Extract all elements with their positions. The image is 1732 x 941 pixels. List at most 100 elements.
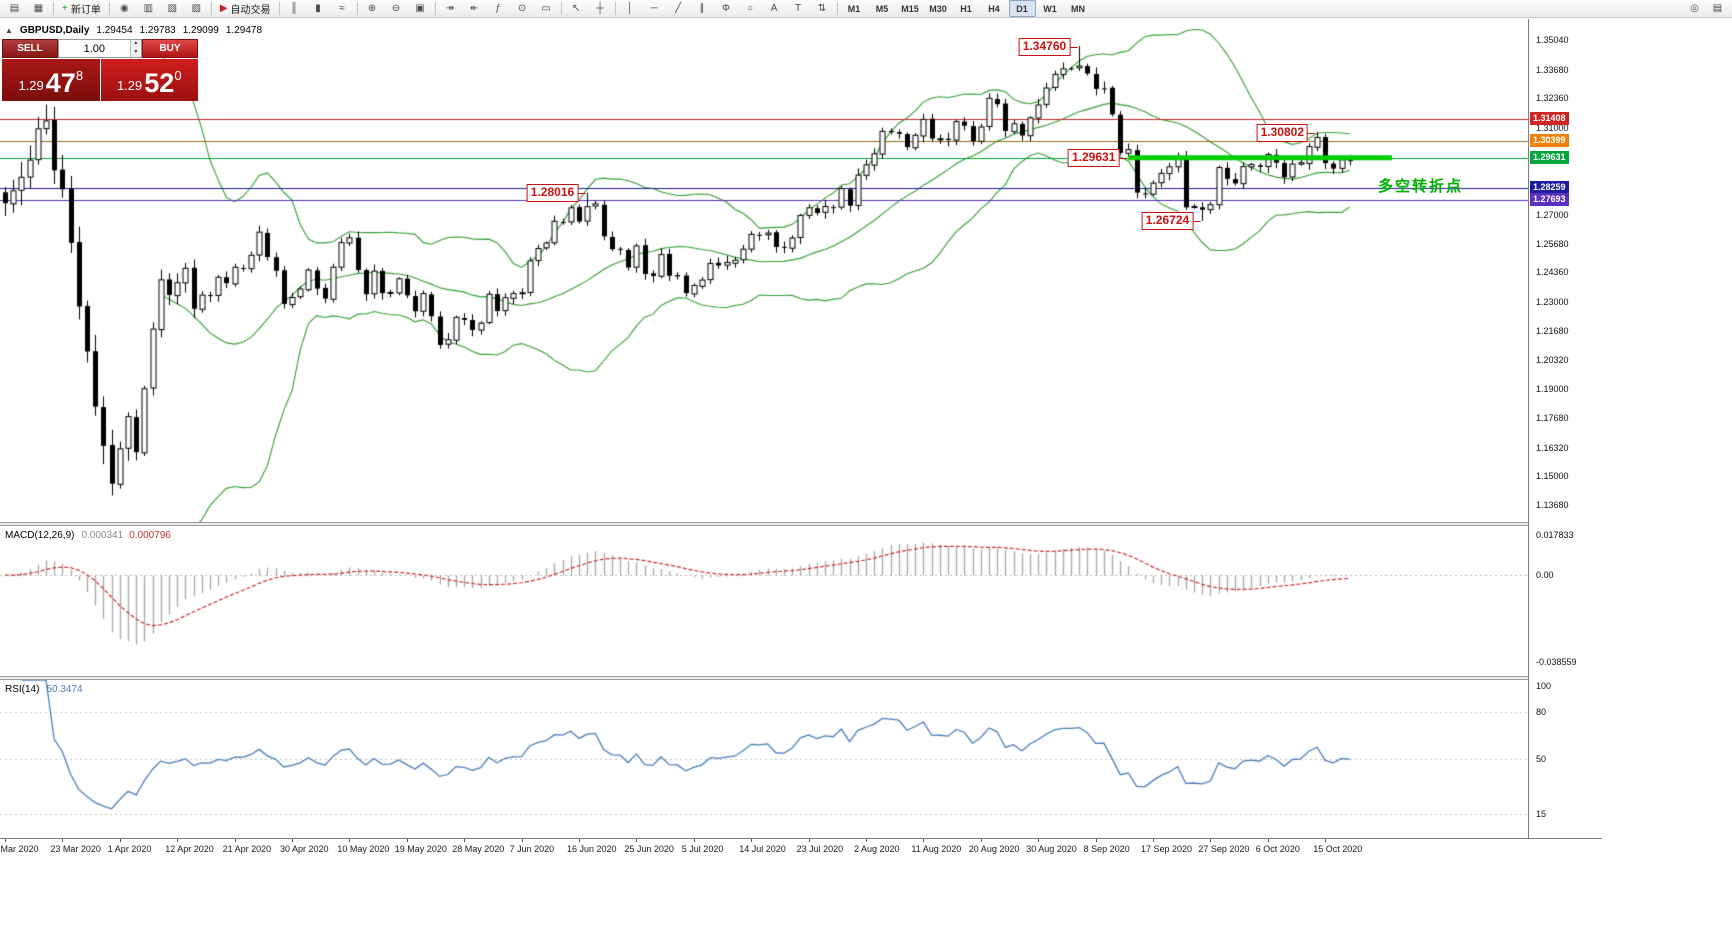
date-tick: [1153, 839, 1154, 842]
sell-button[interactable]: SELL: [2, 39, 58, 58]
trendline-icon[interactable]: ╱: [667, 0, 690, 17]
panel-divider-macd[interactable]: [0, 522, 1602, 526]
price-callout-annotation[interactable]: 1.30802: [1256, 123, 1316, 142]
date-axis-label: 19 May 2020: [394, 844, 447, 854]
date-tick: [522, 839, 523, 842]
new-chart-icon[interactable]: ▤: [3, 0, 26, 17]
periods-icon[interactable]: ⊙: [511, 0, 534, 17]
date-axis-label: 11 Aug 2020: [911, 844, 962, 854]
arrows-icon[interactable]: ⇅: [811, 0, 834, 17]
buy-button[interactable]: BUY: [142, 39, 198, 58]
candlestick-chart-icon[interactable]: ▮: [307, 0, 330, 17]
date-axis-label: 30 Apr 2020: [280, 844, 329, 854]
volume-input[interactable]: [59, 40, 130, 57]
timeframe-m15-button[interactable]: M15: [901, 3, 919, 14]
search-icon-glyph: ◎: [1690, 2, 1699, 14]
price-axis[interactable]: 1.350401.336801.323601.310001.296401.282…: [1528, 19, 1603, 838]
rsi-axis-label: 15: [1536, 809, 1547, 820]
macd-axis-label: 0.017833: [1536, 530, 1574, 541]
bar-close-value: 1.29478: [225, 25, 263, 36]
vertical-line-icon[interactable]: │: [619, 0, 642, 17]
tile-windows-icon[interactable]: ▣: [409, 0, 432, 17]
rsi-panel-canvas[interactable]: [0, 680, 1528, 838]
channel-icon-glyph: ∥: [699, 2, 705, 14]
date-tick: [1325, 839, 1326, 842]
timeframe-m30-button[interactable]: M30: [929, 3, 947, 14]
macd-panel-canvas[interactable]: [0, 526, 1528, 676]
zoom-out-icon[interactable]: ⊖: [385, 0, 408, 17]
sell-price-box[interactable]: 1.29 47 8: [2, 59, 100, 101]
rsi-indicator-label: RSI(14) 50.3474: [5, 684, 83, 695]
date-axis-label: 23 Mar 2020: [50, 844, 101, 854]
date-tick: [407, 839, 408, 842]
date-axis-label: 14 Jul 2020: [739, 844, 786, 854]
timeframe-h4-button[interactable]: H4: [988, 3, 1000, 14]
zoom-in-icon-glyph: ⊕: [367, 2, 377, 14]
date-tick: [1096, 839, 1097, 842]
date-axis-label: 16 Jun 2020: [567, 844, 617, 854]
price-callout-annotation[interactable]: 1.29631: [1068, 149, 1127, 168]
data-window-icon[interactable]: ▥: [137, 0, 160, 17]
buy-price-pips: 52: [144, 68, 175, 98]
timeframe-h1-button[interactable]: H1: [960, 3, 972, 14]
timeframe-mn-button[interactable]: MN: [1071, 3, 1086, 14]
line-chart-icon[interactable]: ≈: [331, 0, 354, 17]
periods-icon-glyph: ⊙: [517, 2, 527, 14]
timeframe-m5-button[interactable]: M5: [875, 3, 889, 14]
timeframe-w1-button[interactable]: W1: [1043, 3, 1057, 14]
date-tick: [1210, 839, 1211, 842]
fibonacci-icon[interactable]: Φ: [715, 0, 738, 17]
rsi-axis-label: 50: [1536, 754, 1547, 764]
crosshair-icon[interactable]: ┼: [589, 0, 612, 17]
date-axis[interactable]: 3 Mar 2020 23 Mar 2020 1 Apr 2020 12 Apr 20…: [0, 838, 1602, 859]
new-order-button[interactable]: + 新订单: [57, 0, 106, 17]
timeframe-m1-button[interactable]: M1: [847, 3, 861, 14]
one-click-collapse-icon[interactable]: ▲: [5, 26, 13, 35]
volume-up-icon[interactable]: ▲: [130, 40, 141, 49]
chart-shift-icon[interactable]: ↞: [463, 0, 486, 17]
price-axis-label: 1.23000: [1536, 297, 1569, 308]
date-tick: [694, 839, 695, 842]
price-axis-label: 1.17680: [1536, 412, 1569, 423]
auto-scroll-icon[interactable]: ↠: [439, 0, 462, 17]
date-axis-label: 2 Aug 2020: [854, 844, 900, 854]
templates-icon[interactable]: ▭: [535, 0, 558, 17]
price-callout-annotation[interactable]: 1.26724: [1141, 212, 1201, 231]
panel-divider-rsi[interactable]: [0, 676, 1602, 680]
turning-point-label: 多空转折点: [1378, 178, 1464, 196]
volume-down-icon[interactable]: ▼: [130, 48, 141, 57]
horizontal-line-icon[interactable]: ─: [643, 0, 666, 17]
navigator-icon[interactable]: ▧: [161, 0, 184, 17]
shapes-icon[interactable]: ○: [739, 0, 762, 17]
timeframe-d1-button[interactable]: D1: [1008, 0, 1036, 17]
search-icon[interactable]: ◎: [1683, 0, 1706, 17]
window-menu-icon[interactable]: ▤: [1706, 0, 1729, 17]
indicators-icon[interactable]: ƒ: [487, 0, 510, 17]
cursor-icon-glyph: ↖: [571, 2, 581, 14]
price-chart-canvas[interactable]: [0, 19, 1528, 522]
channel-icon[interactable]: ∥: [691, 0, 714, 17]
text-icon[interactable]: A: [763, 0, 786, 17]
cursor-icon[interactable]: ↖: [565, 0, 588, 17]
chart-profiles-icon[interactable]: ▦: [27, 0, 50, 17]
buy-price-pipette: 0: [174, 68, 182, 83]
terminal-icon[interactable]: ▨: [185, 0, 208, 17]
macd-main-value: 0.000341: [81, 530, 124, 541]
price-callout-annotation[interactable]: 1.28016: [526, 184, 586, 203]
buy-price-box[interactable]: 1.29 52 0: [100, 59, 198, 101]
autotrading-button[interactable]: ▶ 自动交易: [215, 0, 276, 17]
price-axis-label: 1.16320: [1536, 442, 1569, 453]
label-icon[interactable]: T: [787, 0, 810, 17]
candlestick-chart-icon-glyph: ▮: [315, 2, 321, 14]
date-tick: [809, 839, 810, 842]
fibonacci-icon-glyph: Φ: [722, 2, 731, 14]
zoom-in-icon[interactable]: ⊕: [361, 0, 384, 17]
price-axis-label: 1.13680: [1536, 500, 1569, 510]
price-axis-label: 1.27000: [1536, 209, 1569, 220]
market-watch-icon[interactable]: ◉: [113, 0, 136, 17]
bars-chart-icon[interactable]: ║: [283, 0, 306, 17]
date-tick: [349, 839, 350, 842]
date-tick: [923, 839, 924, 842]
price-callout-annotation[interactable]: 1.34760: [1018, 37, 1078, 56]
